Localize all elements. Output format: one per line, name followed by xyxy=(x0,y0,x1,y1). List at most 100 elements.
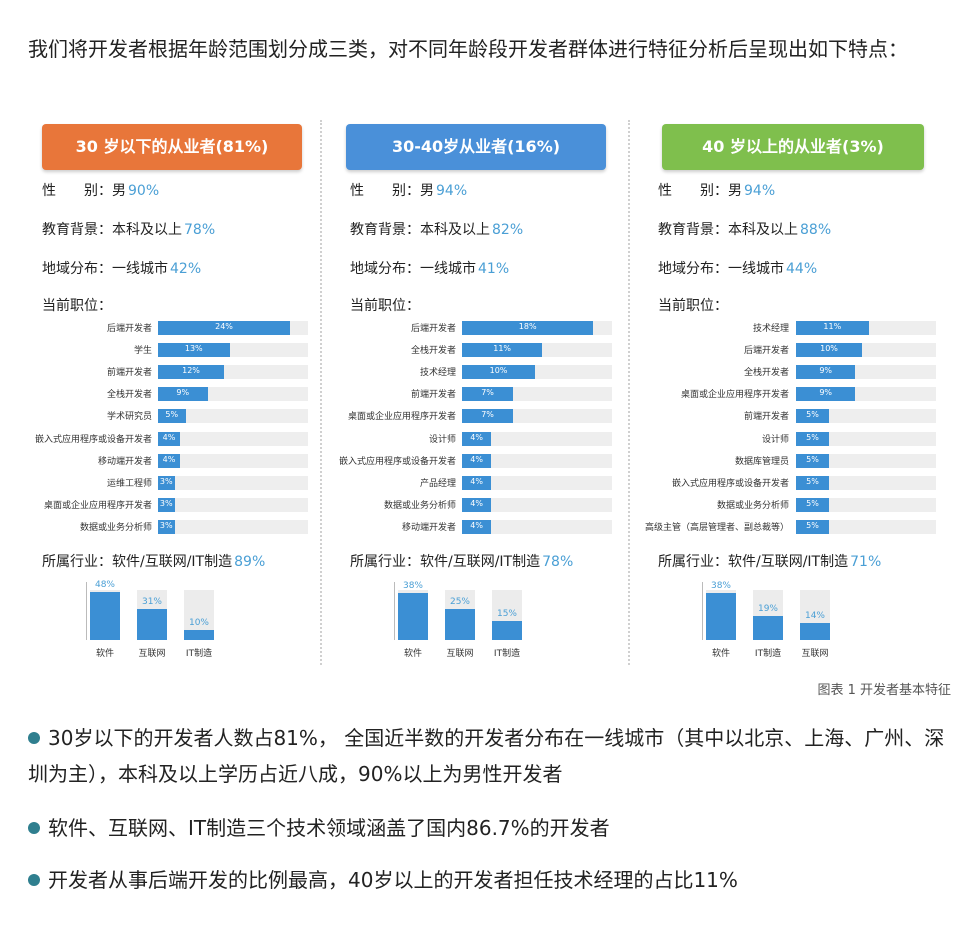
industry-bar xyxy=(137,609,167,640)
position-bar-row: 全栈开发者 11% xyxy=(336,339,636,361)
position-label: 前端开发者 xyxy=(410,390,456,401)
position-bar xyxy=(796,519,829,534)
position-bar xyxy=(462,365,535,380)
position-bar-value: 3% xyxy=(159,520,173,530)
positions-title: 当前职位： xyxy=(658,298,728,314)
bullet-text: 软件、互联网、IT制造三个技术领域涵盖了国内86.7%的开发者 xyxy=(48,816,610,840)
industry-label: 所属行业：软件/互联网/IT制造 xyxy=(658,554,849,570)
position-bar xyxy=(796,431,829,446)
industry-bar-chart: 38% 软件 25% 互联网 15% IT制造 xyxy=(386,576,556,660)
position-label: 后端开发者 xyxy=(410,324,456,334)
position-bar xyxy=(158,343,230,358)
position-bar-track xyxy=(796,475,936,490)
position-bar xyxy=(462,321,594,335)
industry-row: 所属行业：软件/互联网/IT制造 71% xyxy=(658,551,881,571)
position-label: 学术研究员 xyxy=(106,412,152,423)
region-label: 地域分布：一线城市 xyxy=(658,261,784,277)
position-bar-row: 后端开发者 24% xyxy=(28,317,328,339)
industry-bar-value: 38% xyxy=(710,580,731,591)
position-bar xyxy=(158,387,208,402)
position-bar xyxy=(796,453,829,468)
region-label: 地域分布：一线城市 xyxy=(42,261,168,277)
bullet-item: 30岁以下的开发者人数占81%， 全国近半数的开发者分布在一线城市（其中以北京、… xyxy=(28,720,958,792)
industry-bar-value: 25% xyxy=(449,596,470,607)
position-bar-value: 4% xyxy=(162,432,176,442)
position-bar-row: 后端开发者 10% xyxy=(644,339,944,361)
position-bar-value: 4% xyxy=(470,432,483,442)
industry-bar xyxy=(90,592,120,640)
position-bar-value: 9% xyxy=(819,388,833,398)
position-label: 学生 xyxy=(133,346,152,357)
position-bar-row: 移动端开发者 4% xyxy=(28,450,328,472)
bullet-item: 软件、互联网、IT制造三个技术领域涵盖了国内86.7%的开发者 xyxy=(28,810,958,846)
column-divider xyxy=(628,120,630,665)
position-label: 前端开发者 xyxy=(743,412,789,423)
position-bar xyxy=(796,321,869,335)
position-bar-track xyxy=(462,431,612,446)
position-bar-row: 技术经理 11% xyxy=(644,317,944,339)
position-bar-value: 11% xyxy=(493,344,512,354)
bullet-dot-icon xyxy=(28,822,40,834)
group-title-banner: 30-40岁从业者(16%) xyxy=(346,124,606,170)
region-row: 地域分布：一线城市 41% xyxy=(350,258,509,278)
industry-category-label: IT制造 xyxy=(493,649,521,659)
industry-axis xyxy=(394,582,395,640)
position-bar-value: 18% xyxy=(518,322,537,331)
gender-row: 性 别：男 94% xyxy=(658,180,775,200)
education-label: 教育背景：本科及以上 xyxy=(42,222,182,238)
position-label: 嵌入式应用程序或设备开发者 xyxy=(338,456,456,467)
position-bar xyxy=(462,453,492,468)
position-bar-value: 9% xyxy=(819,366,833,376)
industry-axis xyxy=(86,582,87,640)
position-bar-value: 3% xyxy=(159,498,173,508)
industry-value: 89% xyxy=(234,554,266,570)
industry-bar xyxy=(398,592,428,640)
positions-title: 当前职位： xyxy=(350,298,420,314)
position-label: 设计师 xyxy=(428,434,456,445)
industry-category-label: 软件 xyxy=(95,649,114,659)
gender-label: 性 别：男 xyxy=(350,183,434,199)
position-bar xyxy=(158,431,180,446)
intro-paragraph: 我们将开发者根据年龄范围划分成三类，对不同年龄段开发者群体进行特征分析后呈现出如… xyxy=(28,37,908,61)
position-bar-value: 10% xyxy=(820,344,838,354)
position-bar xyxy=(462,475,492,490)
position-bar-value: 4% xyxy=(470,520,483,530)
industry-bar-value: 15% xyxy=(496,609,517,620)
industry-category-label: 软件 xyxy=(403,649,422,659)
education-value: 82% xyxy=(492,222,524,238)
position-bar xyxy=(158,409,186,424)
education-value: 88% xyxy=(800,222,832,238)
position-bar-row: 全栈开发者 9% xyxy=(644,361,944,383)
position-bar-row: 前端开发者 7% xyxy=(336,383,636,405)
positions-title: 当前职位： xyxy=(42,298,112,314)
position-bar-value: 5% xyxy=(806,410,819,420)
position-bar-value: 5% xyxy=(806,454,819,464)
industry-bar xyxy=(445,608,475,640)
column-divider xyxy=(320,120,322,665)
position-bar-track xyxy=(158,497,308,512)
position-bar-row: 数据或业务分析师 5% xyxy=(644,494,944,516)
position-bar xyxy=(796,387,856,402)
position-bar-value: 7% xyxy=(481,410,494,420)
industry-row: 所属行业：软件/互联网/IT制造 89% xyxy=(42,551,265,571)
position-label: 数据库管理员 xyxy=(734,456,789,467)
position-bar xyxy=(462,519,492,534)
position-bar-track xyxy=(158,409,308,424)
position-label: 移动端开发者 xyxy=(97,456,152,467)
figure-caption: 图表 1 开发者基本特征 xyxy=(817,683,951,698)
position-label: 嵌入式应用程序或设备开发者 xyxy=(34,434,152,445)
gender-value: 90% xyxy=(128,183,160,199)
group-title-banner: 40 岁以上的从业者(3%) xyxy=(662,124,924,170)
industry-row: 所属行业：软件/互联网/IT制造 78% xyxy=(350,551,573,571)
position-bar-row: 数据或业务分析师 4% xyxy=(336,494,636,516)
position-bar-value: 5% xyxy=(806,498,819,508)
region-row: 地域分布：一线城市 42% xyxy=(42,258,201,278)
education-row: 教育背景：本科及以上 88% xyxy=(658,219,831,239)
industry-value: 71% xyxy=(850,554,882,570)
position-bar xyxy=(158,321,290,335)
position-bar-value: 4% xyxy=(162,454,176,464)
position-bar xyxy=(462,387,514,402)
industry-category-label: 互联网 xyxy=(801,649,829,659)
position-label: 桌面或企业应用程序开发者 xyxy=(347,412,456,423)
bullet-dot-icon xyxy=(28,732,40,744)
